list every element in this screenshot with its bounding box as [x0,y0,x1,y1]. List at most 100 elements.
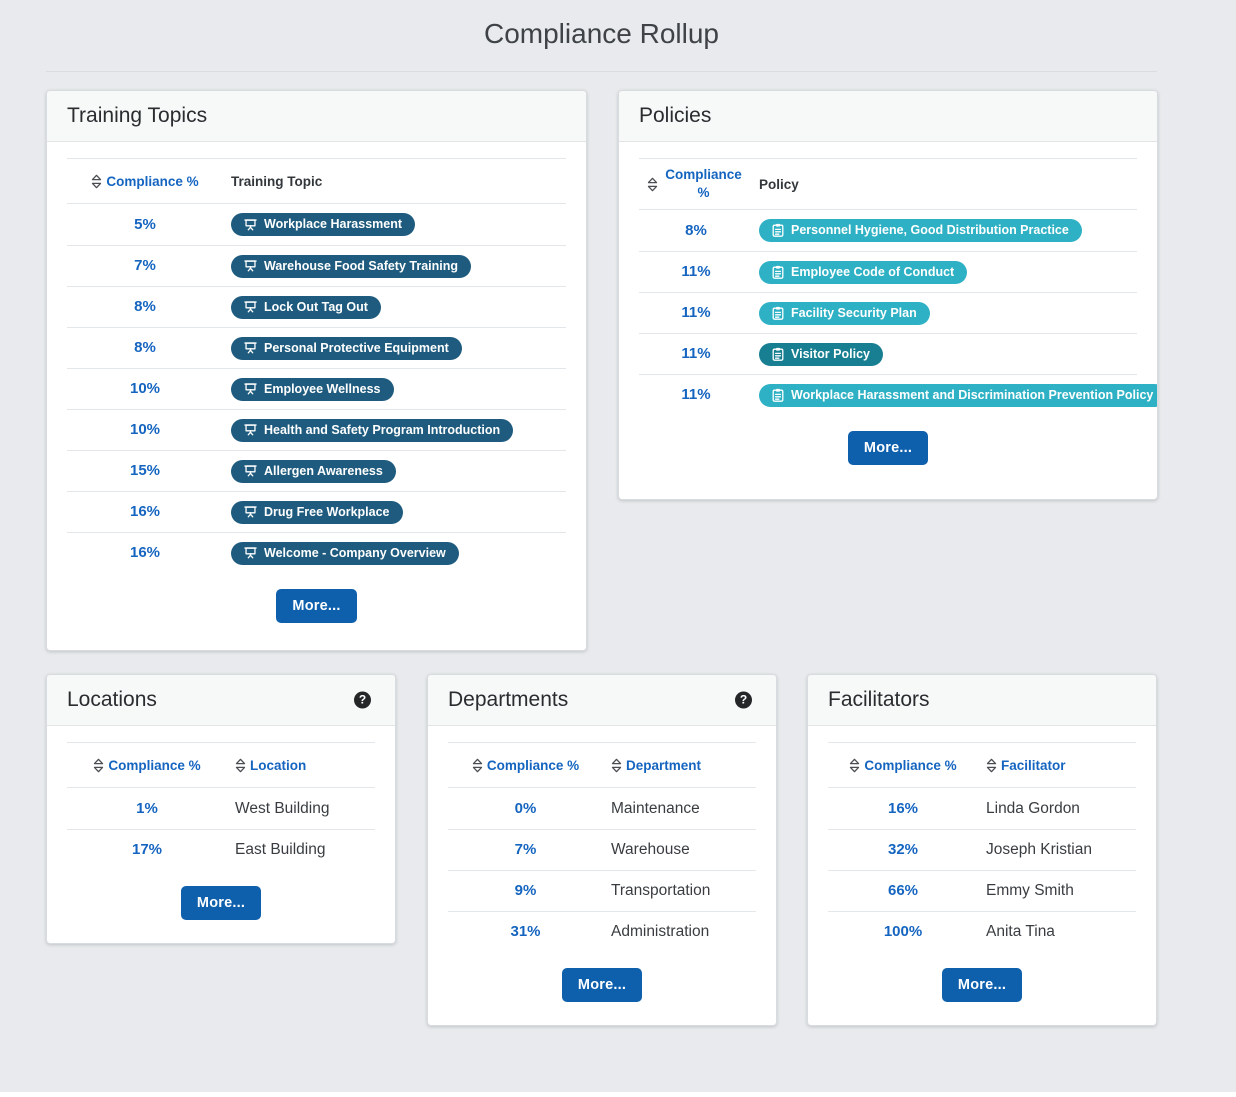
sort-icon [611,758,622,772]
column-header-facilitator[interactable]: Facilitator [978,758,1136,773]
column-header-compliance[interactable]: Compliance % [448,758,603,773]
compliance-percent-link[interactable]: 5% [134,215,156,233]
training-topics-table: Compliance % Training Topic 5% Workplace… [67,158,566,573]
table-row: 5% Workplace Harassment [67,204,566,245]
column-header-training-topic: Training Topic [231,173,323,189]
presentation-icon [244,547,257,559]
training-topic-pill[interactable]: Welcome - Company Overview [231,541,459,565]
compliance-percent-link[interactable]: 10% [129,421,161,438]
clipboard-icon [772,346,784,361]
page-title: Compliance Rollup [483,18,719,49]
training-topic-pill[interactable]: Allergen Awareness [231,459,396,483]
table-row: 17% East Building [67,829,375,870]
compliance-percent-link[interactable]: 16% [887,799,919,817]
help-icon[interactable]: ? [735,691,752,709]
sort-icon [647,177,657,191]
compliance-percent-link[interactable]: 15% [129,462,161,479]
department-label: Administration [611,923,710,940]
table-row: 16% Linda Gordon [828,788,1136,829]
presentation-icon [244,424,257,436]
compliance-percent-link[interactable]: 9% [514,882,537,899]
card-header: Facilitators [808,675,1156,726]
presentation-icon [244,260,257,272]
compliance-percent-link[interactable]: 8% [134,298,156,315]
presentation-icon [244,342,257,354]
column-header-policy: Policy [759,176,799,192]
compliance-percent-link[interactable]: 16% [129,544,161,561]
table-row: 11% Employee Code of Conduct [639,251,1137,292]
card-header: Training Topics [47,91,586,142]
table-body: 16% Linda Gordon 32% Joseph Kristian 66%… [828,788,1136,952]
locations-table: Compliance % Location 1% West Building 1… [67,742,375,870]
more-button[interactable]: More... [180,886,262,920]
table-body: 8% Personnel Hygiene, Good Distribution … [639,210,1157,415]
compliance-percent-link[interactable]: 16% [129,503,161,520]
compliance-percent-link[interactable]: 8% [134,339,156,356]
training-topic-pill[interactable]: Workplace Harassment [231,213,416,236]
table-row: 8% Personal Protective Equipment [67,327,566,368]
more-button[interactable]: More... [276,589,357,623]
compliance-percent-link[interactable]: 7% [514,841,537,858]
table-row: 11% Workplace Harassment and Discriminat… [639,374,1157,415]
compliance-percent-link[interactable]: 8% [685,221,707,239]
column-header-compliance[interactable]: Compliance % [828,758,978,773]
table-row: 8% Personnel Hygiene, Good Distribution … [639,210,1137,251]
sort-icon [235,758,246,772]
table-body: 5% Workplace Harassment 7% Warehous [67,204,566,573]
compliance-percent-link[interactable]: 1% [136,799,158,817]
compliance-percent-link[interactable]: 66% [887,882,919,899]
compliance-percent-link[interactable]: 100% [883,923,923,940]
compliance-percent-link[interactable]: 11% [681,345,711,362]
card-header: Locations ? [47,675,395,726]
more-button[interactable]: More... [561,968,643,1002]
compliance-percent-link[interactable]: 10% [129,380,161,397]
card-title: Locations [67,688,157,711]
policy-pill[interactable]: Visitor Policy [759,342,883,366]
title-divider [46,71,1157,72]
table-body: 1% West Building 17% East Building [67,788,375,870]
table-row: 100% Anita Tina [828,911,1136,952]
locations-card: Locations ? Compliance % Location 1% Wes… [46,674,396,944]
presentation-icon [244,218,257,230]
more-button[interactable]: More... [941,968,1023,1002]
table-row: 15% Allergen Awareness [67,450,566,491]
table-row: 11% Visitor Policy [639,333,1137,374]
column-header-department[interactable]: Department [603,758,756,773]
table-row: 9% Transportation [448,870,756,911]
training-topic-pill[interactable]: Lock Out Tag Out [231,295,381,319]
column-header-compliance[interactable]: Compliance % [67,174,223,189]
clipboard-icon [772,305,784,320]
training-topic-pill[interactable]: Warehouse Food Safety Training [231,254,472,278]
more-button[interactable]: More... [847,431,929,465]
policies-table: Compliance % Policy 8% Personnel Hygiene… [639,158,1157,415]
compliance-percent-link[interactable]: 11% [681,263,711,280]
compliance-percent-link[interactable]: 0% [514,799,537,817]
card-title: Departments [448,688,569,711]
compliance-percent-link[interactable]: 17% [131,841,163,858]
compliance-percent-link[interactable]: 32% [887,841,919,858]
facilitators-table: Compliance % Facilitator 16% Linda Gordo… [828,742,1136,952]
policy-pill[interactable]: Facility Security Plan [759,301,930,325]
department-label: Maintenance [611,799,700,817]
column-header-compliance[interactable]: Compliance % [67,758,227,773]
table-header-row: Compliance % Location [67,742,375,788]
compliance-percent-link[interactable]: 11% [681,304,711,321]
training-topic-pill[interactable]: Employee Wellness [231,377,394,401]
training-topic-pill[interactable]: Drug Free Workplace [231,500,403,524]
policy-pill[interactable]: Personnel Hygiene, Good Distribution Pra… [759,219,1082,242]
card-title: Training Topics [67,104,208,127]
column-header-compliance[interactable]: Compliance % [639,166,753,202]
help-icon[interactable]: ? [354,691,371,709]
compliance-percent-link[interactable]: 11% [681,386,711,403]
column-header-location[interactable]: Location [227,758,375,773]
clipboard-icon [772,223,784,237]
training-topic-pill[interactable]: Health and Safety Program Introduction [231,418,514,442]
policy-pill[interactable]: Workplace Harassment and Discrimination … [759,383,1157,407]
table-row: 7% Warehouse [448,829,756,870]
departments-card: Departments ? Compliance % Department 0%… [427,674,777,1026]
table-row: 16% Welcome - Company Overview [67,532,566,573]
training-topic-pill[interactable]: Personal Protective Equipment [231,336,462,360]
policy-pill[interactable]: Employee Code of Conduct [759,260,968,284]
compliance-percent-link[interactable]: 31% [510,923,541,940]
compliance-percent-link[interactable]: 7% [134,257,156,274]
